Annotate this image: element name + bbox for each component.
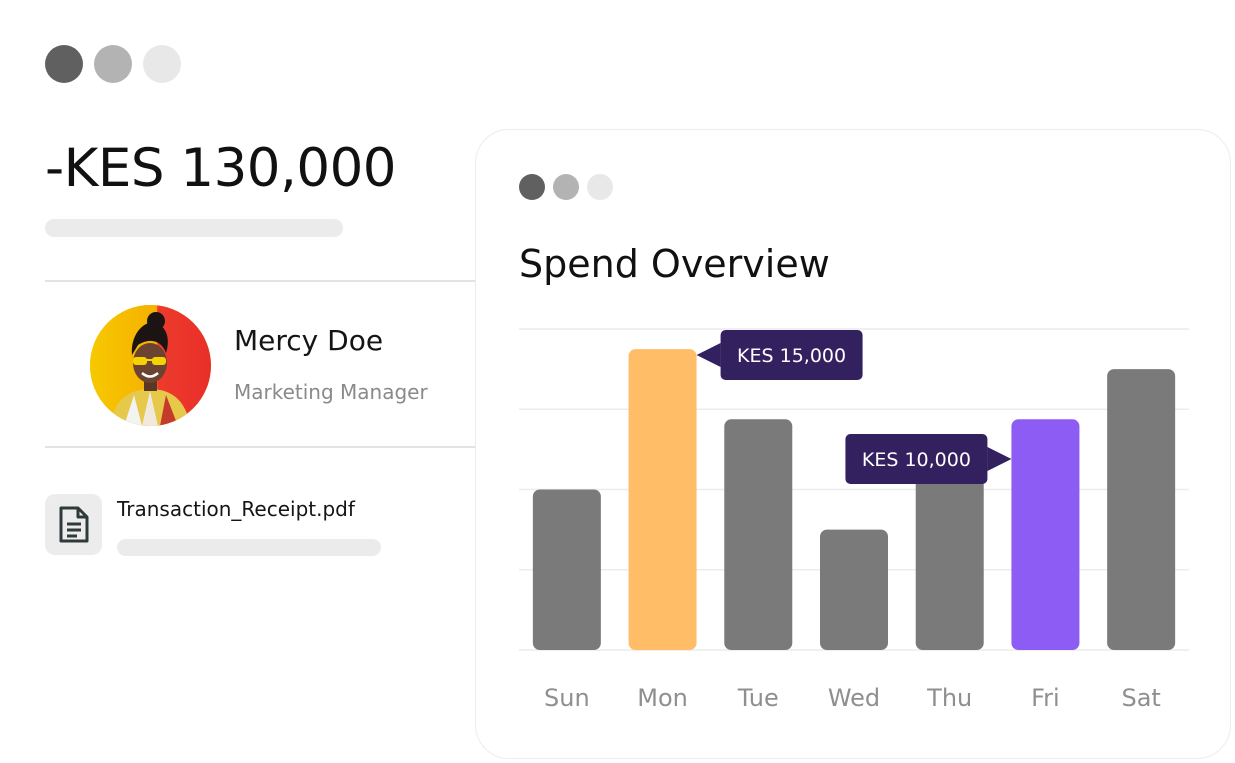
- file-icon-tile[interactable]: [45, 494, 102, 555]
- divider-bottom: [45, 446, 475, 448]
- spend-overview-card: Spend Overview Sun Mon Tue Wed Thu Fri Sat KES …: [475, 129, 1231, 759]
- tooltip-label-fri: KES 10,000: [862, 449, 971, 471]
- spend-bar-chart: Sun Mon Tue Wed Thu Fri Sat KES 15,000 KES 10,00…: [519, 328, 1189, 712]
- bar-tue[interactable]: [724, 419, 793, 650]
- document-icon: [59, 506, 89, 543]
- bar-sun[interactable]: [532, 489, 601, 651]
- divider-top: [45, 280, 475, 282]
- bar-fri[interactable]: [1011, 419, 1080, 650]
- tooltip-label-mon: KES 15,000: [737, 345, 846, 367]
- amount-placeholder-bar: [45, 219, 343, 237]
- user-role: Marketing Manager: [234, 380, 428, 404]
- x-tick-label-wed: Wed: [828, 684, 880, 712]
- attachment-file-name[interactable]: Transaction_Receipt.pdf: [117, 497, 355, 521]
- bar-wed[interactable]: [820, 529, 888, 650]
- total-amount: -KES 130,000: [45, 138, 397, 199]
- x-tick-label-mon: Mon: [637, 684, 688, 712]
- tooltip-mon: KES 15,000: [696, 330, 863, 380]
- x-tick-label-fri: Fri: [1031, 684, 1060, 712]
- bar-thu[interactable]: [915, 449, 984, 650]
- window-dot-light: [143, 45, 181, 83]
- x-tick-label-sun: Sun: [544, 684, 590, 712]
- card-dot-dark: [519, 174, 545, 200]
- x-tick-label-thu: Thu: [926, 684, 972, 712]
- tooltip-fri: KES 10,000: [845, 434, 1012, 484]
- avatar[interactable]: [90, 305, 211, 426]
- bar-mon[interactable]: [628, 349, 697, 650]
- x-tick-label-sat: Sat: [1121, 684, 1160, 712]
- user-name: Mercy Doe: [234, 324, 384, 357]
- x-tick-label-tue: Tue: [737, 684, 779, 712]
- window-dot-mid: [94, 45, 132, 83]
- avatar-portrait-icon: [90, 305, 211, 426]
- window-dot-dark: [45, 45, 83, 83]
- card-dot-mid: [553, 174, 579, 200]
- card-title: Spend Overview: [519, 242, 830, 286]
- card-dot-light: [587, 174, 613, 200]
- bar-sat[interactable]: [1107, 369, 1176, 650]
- attachment-placeholder-bar: [117, 539, 381, 556]
